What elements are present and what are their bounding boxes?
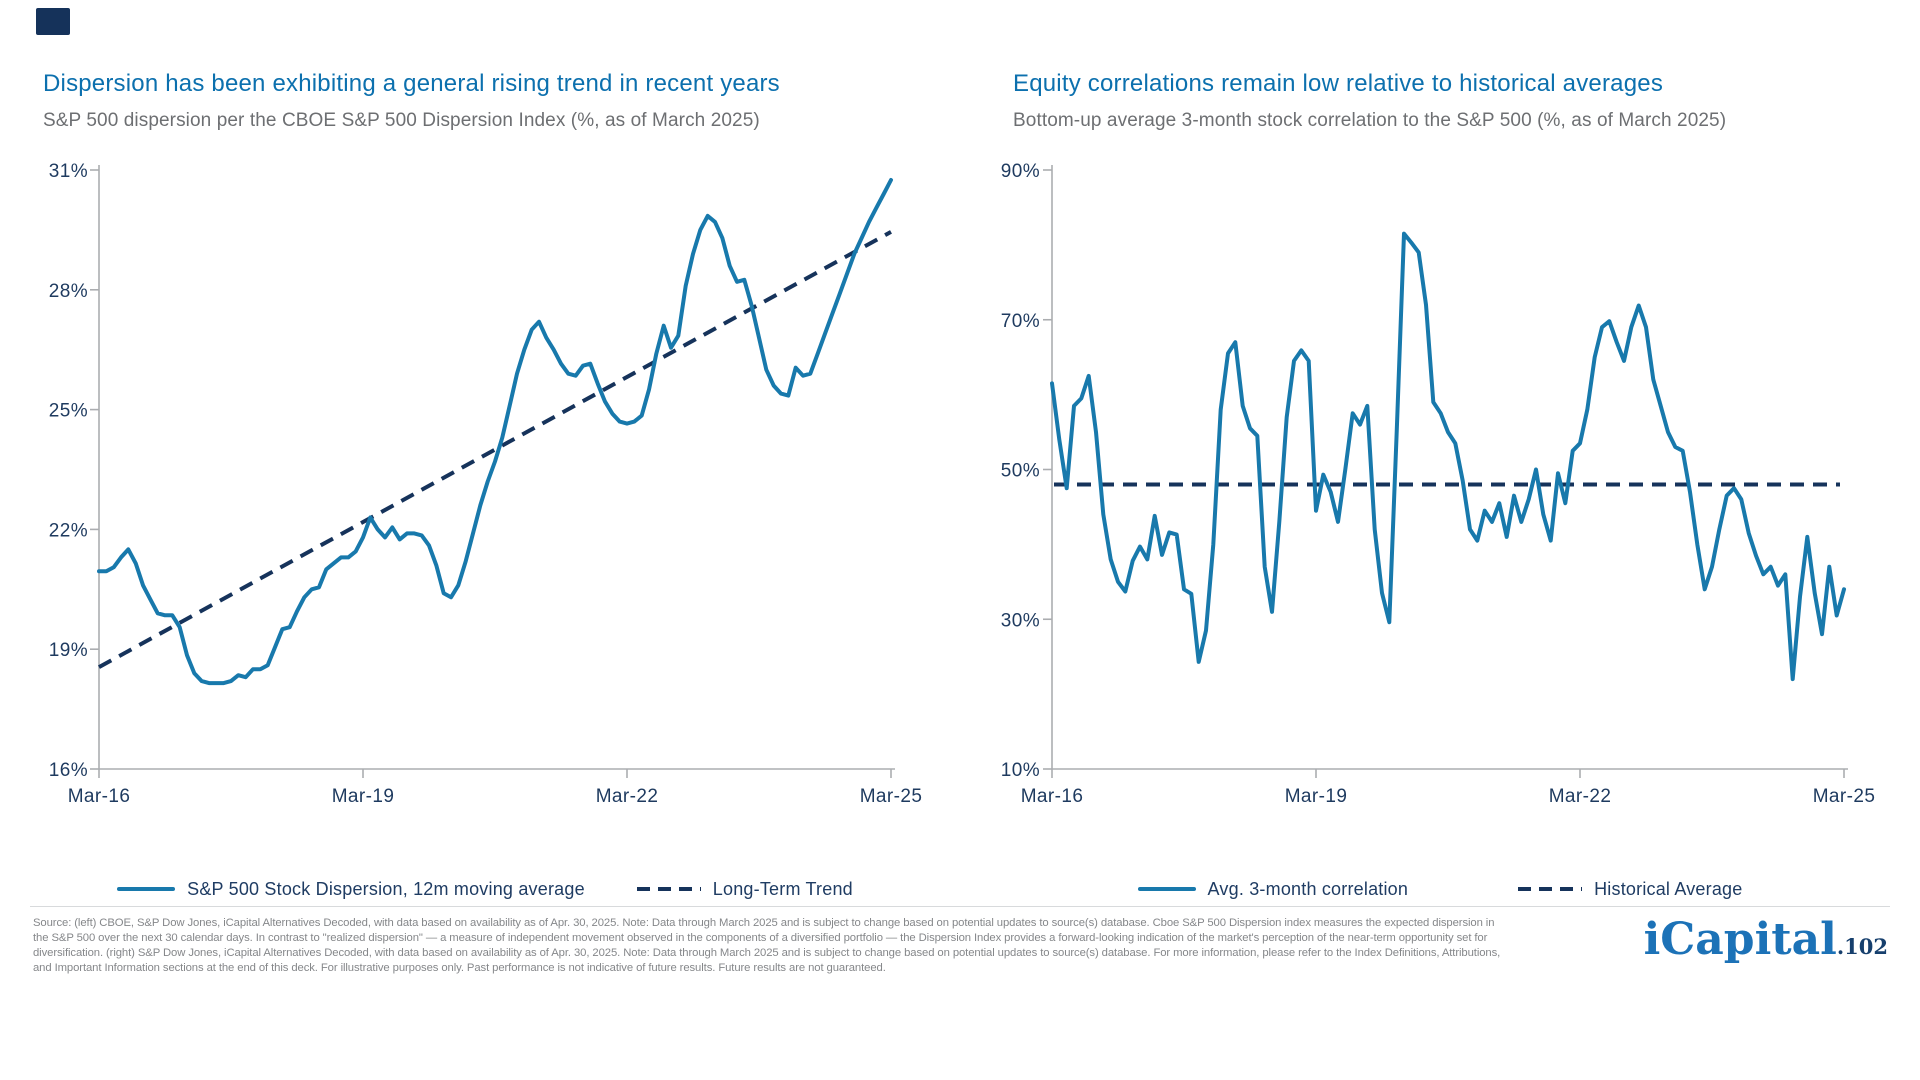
y-tick-label: 31% — [49, 161, 88, 182]
footer-divider — [30, 906, 1890, 907]
y-tick-label: 90% — [1001, 161, 1040, 182]
footer-line-3: diversification. (right) S&P Dow Jones, … — [33, 947, 1501, 959]
y-tick-label: 16% — [49, 760, 88, 781]
y-tick-label: 19% — [49, 640, 88, 661]
x-tick-label: Mar-16 — [68, 786, 131, 807]
solid-line-swatch — [117, 887, 176, 891]
y-tick-label: 50% — [1001, 461, 1040, 482]
left-chart-subtitle: S&P 500 dispersion per the CBOE S&P 500 … — [43, 110, 760, 131]
x-tick-label: Mar-25 — [1813, 786, 1876, 807]
legend-label: Historical Average — [1594, 878, 1743, 899]
left-chart-legend: S&P 500 Stock Dispersion, 12m moving ave… — [40, 876, 930, 902]
footer-source-text: Source: (left) CBOE, S&P Dow Jones, iCap… — [33, 916, 1703, 976]
y-tick-label: 25% — [49, 401, 88, 422]
icapital-logo-text: iCapital — [1643, 914, 1837, 965]
series-line — [1050, 231, 1846, 682]
dashed-line-swatch — [1518, 887, 1583, 891]
legend-item-dispersion: S&P 500 Stock Dispersion, 12m moving ave… — [117, 879, 585, 900]
solid-line-swatch — [1137, 887, 1196, 891]
dashed-line-swatch — [636, 887, 701, 891]
footer-line-2: the S&P 500 over the next 30 calendar da… — [33, 932, 1488, 944]
y-tick-label: 70% — [1001, 311, 1040, 332]
x-tick-label: Mar-16 — [1021, 786, 1084, 807]
footer-line-1: Source: (left) CBOE, S&P Dow Jones, iCap… — [33, 917, 1495, 929]
brand-square-mark — [36, 8, 70, 35]
icapital-logo: iCapital.102 — [1644, 916, 1888, 964]
x-tick-label: Mar-19 — [1285, 786, 1348, 807]
right-chart-legend: Avg. 3-month correlation Historical Aver… — [990, 876, 1890, 902]
page-number: .102 — [1836, 934, 1888, 959]
legend-label: Avg. 3-month correlation — [1207, 878, 1409, 899]
trend-line — [98, 230, 892, 669]
series-line — [97, 178, 893, 686]
legend-label: Long-Term Trend — [712, 878, 853, 899]
x-tick-label: Mar-25 — [860, 786, 923, 807]
left-chart-title: Dispersion has been exhibiting a general… — [43, 70, 780, 97]
footer-line-4: and Important Information sections at th… — [33, 962, 886, 974]
right-chart-title: Equity correlations remain low relative … — [1013, 70, 1664, 97]
legend-item-correlation: Avg. 3-month correlation — [1137, 878, 1409, 900]
y-tick-label: 22% — [49, 520, 88, 541]
y-tick-label: 10% — [1001, 760, 1040, 781]
x-tick-label: Mar-22 — [1549, 786, 1612, 807]
x-tick-label: Mar-22 — [596, 786, 659, 807]
legend-item-long-term-trend: Long-Term Trend — [636, 878, 853, 900]
legend-label: S&P 500 Stock Dispersion, 12m moving ave… — [187, 878, 585, 899]
y-tick-label: 28% — [49, 281, 88, 302]
legend-item-historical-average: Historical Average — [1518, 879, 1742, 900]
x-tick-label: Mar-19 — [332, 786, 395, 807]
y-tick-label: 30% — [1001, 610, 1040, 631]
right-chart-subtitle: Bottom-up average 3-month stock correlat… — [1013, 110, 1727, 131]
